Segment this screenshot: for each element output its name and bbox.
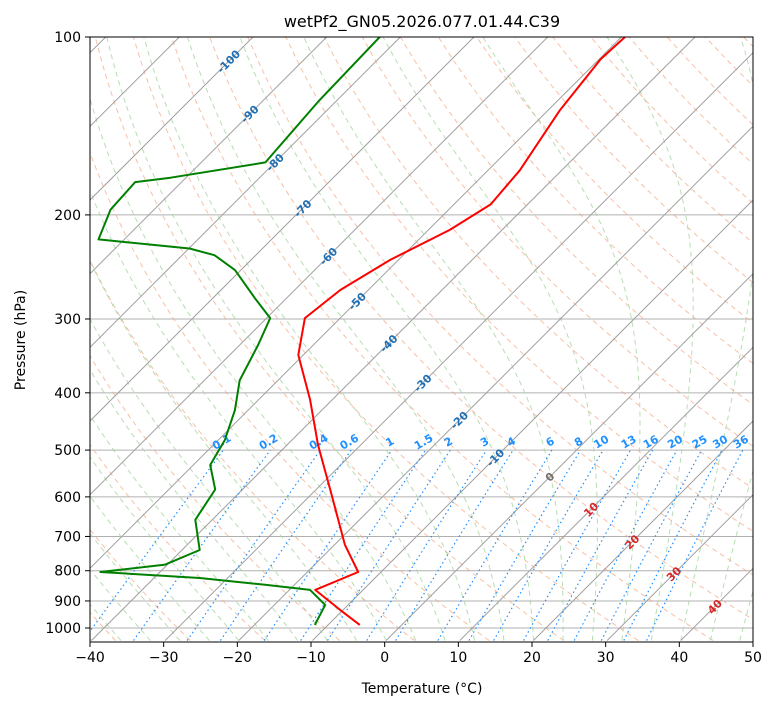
y-axis-label: Pressure (hPa) xyxy=(13,290,29,390)
x-tick-label: −10 xyxy=(296,650,326,666)
isotherm-gridline xyxy=(0,37,327,641)
mixing-ratio-line xyxy=(367,450,487,640)
isotherm-gridline xyxy=(165,37,769,641)
isotherm-gridline xyxy=(681,37,775,641)
moist-adiabat xyxy=(383,37,597,641)
y-tick-label: 200 xyxy=(54,208,81,224)
x-tick-label: −20 xyxy=(223,650,253,666)
y-tick-label: 800 xyxy=(54,564,81,580)
isotherm-gridline xyxy=(0,37,548,641)
mixing-ratio-label: 1.5 xyxy=(412,432,435,453)
dry-adiabat xyxy=(515,37,775,641)
mixing-ratio-label: 0.1 xyxy=(210,432,233,453)
y-tick-label: 700 xyxy=(54,529,81,545)
x-tick-label: 20 xyxy=(523,650,541,666)
dry-adiabat xyxy=(0,37,340,641)
dry-adiabat xyxy=(705,37,775,641)
moist-adiabat xyxy=(0,37,239,641)
mixing-ratio-label: 20 xyxy=(665,432,685,451)
x-axis-label: Temperature (°C) xyxy=(361,681,483,697)
isotherm-gridline xyxy=(386,37,775,641)
isotherm-gridline xyxy=(0,37,253,641)
moist-adiabat xyxy=(483,37,640,641)
mixing-ratio-label: 13 xyxy=(619,433,639,452)
y-tick-label: 900 xyxy=(54,594,81,610)
moist-adiabat xyxy=(740,37,775,641)
dry-adiabat xyxy=(744,37,775,641)
dry-adiabat xyxy=(553,37,775,641)
mixing-ratio-label: 16 xyxy=(641,432,661,451)
isotherm-gridline xyxy=(460,37,775,641)
moist-adiabat xyxy=(0,37,298,641)
mixing-ratio-label: 3 xyxy=(478,435,491,450)
moist-adiabat xyxy=(607,37,693,641)
mixing-ratio-line xyxy=(134,450,271,640)
mixing-ratio-line xyxy=(301,450,426,640)
mixing-ratio-label: 8 xyxy=(572,435,585,450)
mixing-ratio-label: 30 xyxy=(710,432,730,451)
mixing-ratio-label: 6 xyxy=(544,434,557,449)
moist-adiabat xyxy=(304,37,563,641)
mixing-ratio-label: 10 xyxy=(592,432,612,451)
x-tick-label: 40 xyxy=(670,650,688,666)
x-tick-label: 10 xyxy=(449,650,467,666)
isotherm-gridline xyxy=(533,37,775,641)
mixing-ratio-label: 0.2 xyxy=(257,432,280,453)
mixing-ratio-label: 0.6 xyxy=(338,431,362,452)
x-tick-label: 0 xyxy=(380,650,389,666)
dry-adiabat xyxy=(362,37,775,641)
dry-adiabat xyxy=(438,37,775,641)
y-tick-label: 600 xyxy=(54,490,81,506)
y-tick-label: 100 xyxy=(54,30,81,46)
moist-adiabat xyxy=(0,37,327,641)
moist-adiabat xyxy=(22,37,356,641)
y-tick-label: 1000 xyxy=(45,621,81,637)
mixing-ratio-label: 1 xyxy=(383,435,396,450)
moist-adiabat xyxy=(0,37,209,641)
x-tick-label: −30 xyxy=(149,650,179,666)
y-tick-label: 400 xyxy=(54,386,81,402)
x-tick-label: 30 xyxy=(597,650,615,666)
dry-adiabat xyxy=(591,37,775,641)
dry-adiabat xyxy=(19,37,414,641)
isotherm-gridline xyxy=(18,37,622,641)
y-tick-label: 300 xyxy=(54,312,81,328)
chart-title: wetPf2_GN05.2026.077.01.44.C39 xyxy=(284,12,560,32)
isotherm-label: -100 xyxy=(215,47,244,76)
mixing-ratio-label: 36 xyxy=(731,432,751,451)
isotherm-gridline xyxy=(754,37,775,641)
mixing-ratio-line xyxy=(524,450,631,640)
mixing-ratio-line xyxy=(469,450,580,640)
x-tick-label: −40 xyxy=(75,650,105,666)
mixing-ratio-label: 25 xyxy=(690,433,710,452)
x-tick-label: 50 xyxy=(744,650,762,666)
mixing-ratio-line xyxy=(83,450,223,640)
y-tick-label: 500 xyxy=(54,443,81,459)
